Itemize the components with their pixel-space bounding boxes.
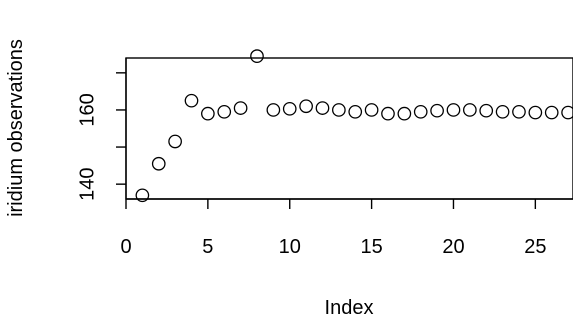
data-point [151,156,166,171]
data-point [430,103,444,118]
data-points [135,49,573,203]
data-point [512,104,526,119]
y-tick-label: 140 [76,167,98,200]
data-point [250,49,264,63]
data-point [446,103,461,117]
data-point [184,93,199,108]
x-tick-label: 10 [279,236,301,258]
data-point [381,106,395,121]
data-point [332,103,346,117]
y-axis-ticks: 140 160 [76,72,126,201]
x-tick-label: 15 [360,236,382,258]
y-axis-title: iridium observations [5,39,27,217]
data-point [315,101,330,115]
data-point [217,104,232,119]
x-tick-label: 20 [442,236,464,258]
data-point [233,101,248,115]
data-point [168,134,182,149]
x-axis-ticks: 0 5 10 15 20 25 [120,199,546,258]
data-point [561,105,573,120]
data-point [135,188,150,203]
y-tick-label: 160 [76,93,98,126]
data-point [201,106,215,121]
data-point [348,104,363,119]
x-tick-label: 5 [202,236,213,258]
data-point [495,104,510,119]
data-point [528,105,543,120]
data-point [462,103,477,117]
data-point [266,103,281,117]
data-point [299,99,313,114]
data-point [544,105,559,120]
x-tick-label: 0 [120,236,131,258]
data-point [397,106,412,121]
data-point [364,103,379,117]
data-point [282,101,297,116]
data-point [413,104,428,119]
x-axis-title: Index [325,297,374,319]
x-tick-label: 25 [524,236,546,258]
plot-frame [125,57,573,200]
data-point [479,103,494,118]
